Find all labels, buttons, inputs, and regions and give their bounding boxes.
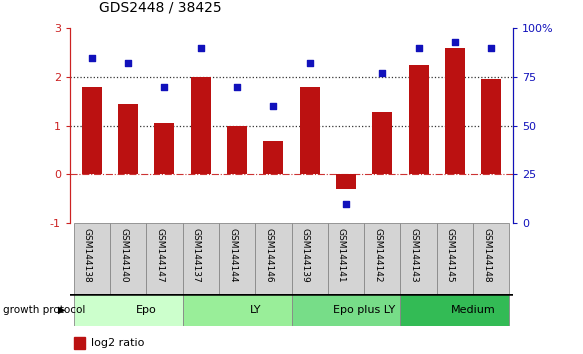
FancyBboxPatch shape	[182, 294, 292, 326]
FancyBboxPatch shape	[219, 223, 255, 294]
Point	[269, 103, 278, 109]
FancyBboxPatch shape	[255, 223, 292, 294]
FancyBboxPatch shape	[292, 223, 328, 294]
FancyBboxPatch shape	[401, 294, 510, 326]
FancyBboxPatch shape	[182, 223, 219, 294]
FancyBboxPatch shape	[437, 223, 473, 294]
Point	[378, 70, 387, 76]
Text: GSM144140: GSM144140	[119, 228, 128, 282]
Point	[160, 84, 169, 90]
Text: Epo plus LY: Epo plus LY	[333, 305, 395, 315]
Bar	[191, 77, 210, 175]
Bar	[373, 112, 392, 175]
Bar	[154, 123, 174, 175]
FancyBboxPatch shape	[473, 223, 510, 294]
Text: GSM144137: GSM144137	[192, 228, 201, 283]
Text: GSM144146: GSM144146	[264, 228, 273, 282]
Text: GSM144138: GSM144138	[83, 228, 92, 283]
Point	[196, 45, 205, 51]
Bar	[264, 141, 283, 175]
Bar	[75, 337, 86, 349]
Bar	[481, 79, 501, 175]
Text: GSM144144: GSM144144	[228, 228, 237, 282]
Text: log2 ratio: log2 ratio	[91, 338, 145, 348]
Bar	[445, 48, 465, 175]
Point	[233, 84, 242, 90]
Text: GSM144141: GSM144141	[337, 228, 346, 282]
FancyBboxPatch shape	[73, 223, 110, 294]
Text: GDS2448 / 38425: GDS2448 / 38425	[99, 0, 222, 14]
Text: Epo: Epo	[136, 305, 157, 315]
Point	[487, 45, 496, 51]
Text: GSM144142: GSM144142	[373, 228, 382, 282]
Bar	[409, 65, 429, 175]
FancyBboxPatch shape	[401, 223, 437, 294]
FancyBboxPatch shape	[73, 294, 182, 326]
Bar	[227, 126, 247, 175]
Point	[450, 39, 459, 45]
FancyBboxPatch shape	[146, 223, 182, 294]
Text: GSM144145: GSM144145	[446, 228, 455, 282]
Bar	[336, 175, 356, 189]
Text: ▶: ▶	[58, 305, 66, 315]
Text: Medium: Medium	[451, 305, 496, 315]
Text: GSM144143: GSM144143	[410, 228, 419, 282]
Text: GSM144139: GSM144139	[301, 228, 310, 283]
Text: GSM144148: GSM144148	[482, 228, 491, 282]
Point	[414, 45, 423, 51]
Point	[124, 61, 133, 66]
FancyBboxPatch shape	[110, 223, 146, 294]
FancyBboxPatch shape	[364, 223, 401, 294]
Bar	[300, 87, 319, 175]
Text: LY: LY	[250, 305, 261, 315]
Point	[341, 201, 350, 206]
Text: growth protocol: growth protocol	[3, 305, 85, 315]
Point	[375, 243, 385, 249]
Point	[87, 55, 96, 60]
Text: GSM144147: GSM144147	[156, 228, 164, 282]
Bar	[118, 104, 138, 175]
FancyBboxPatch shape	[328, 223, 364, 294]
FancyBboxPatch shape	[292, 294, 401, 326]
Point	[305, 61, 314, 66]
Bar	[82, 87, 102, 175]
